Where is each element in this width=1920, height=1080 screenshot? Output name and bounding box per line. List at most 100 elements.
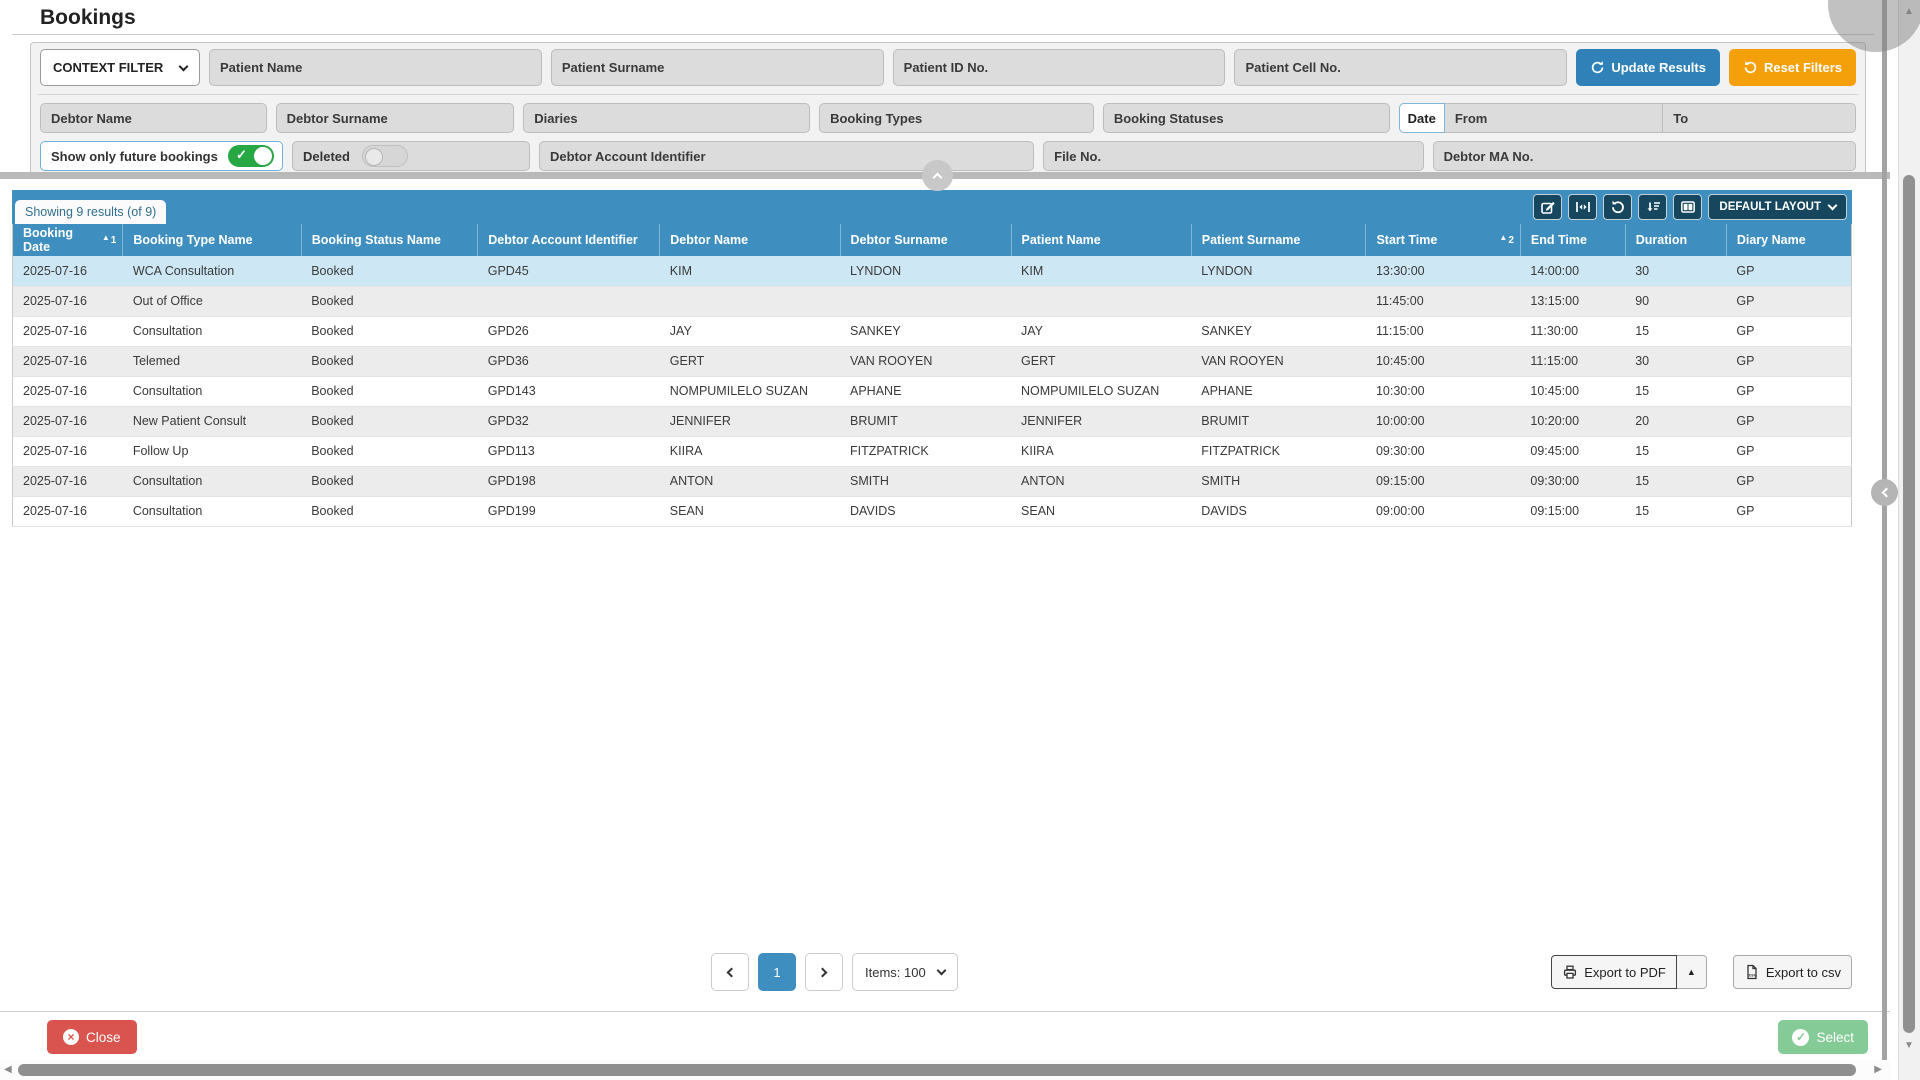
column-header-label: Start Time bbox=[1376, 233, 1437, 247]
table-cell: BRUMIT bbox=[1191, 406, 1366, 436]
scroll-left-icon[interactable]: ◀ bbox=[4, 1064, 12, 1075]
collapse-filters-button[interactable] bbox=[922, 160, 953, 191]
column-header[interactable]: Debtor Surname bbox=[840, 224, 1011, 256]
column-header[interactable]: Patient Name bbox=[1011, 224, 1191, 256]
reset-filters-button[interactable]: Reset Filters bbox=[1729, 49, 1856, 86]
vertical-scroll-thumb[interactable] bbox=[1903, 175, 1915, 1033]
fit-columns-button[interactable] bbox=[1568, 194, 1597, 220]
table-cell: 2025-07-16 bbox=[13, 376, 123, 406]
table-cell: 15 bbox=[1625, 436, 1726, 466]
debtor-surname-input[interactable] bbox=[276, 103, 515, 133]
items-per-page-label: Items: 100 bbox=[865, 965, 926, 980]
table-cell: DAVIDS bbox=[1191, 496, 1366, 526]
table-cell: 09:00:00 bbox=[1366, 496, 1520, 526]
table-row[interactable]: 2025-07-16New Patient ConsultBookedGPD32… bbox=[13, 406, 1852, 436]
layout-select-button[interactable]: DEFAULT LAYOUT bbox=[1708, 194, 1847, 220]
diaries-input[interactable] bbox=[523, 103, 810, 133]
table-cell: 09:15:00 bbox=[1366, 466, 1520, 496]
items-per-page-select[interactable]: Items: 100 bbox=[852, 953, 958, 991]
table-cell: SANKEY bbox=[1191, 316, 1366, 346]
reset-layout-button[interactable] bbox=[1603, 194, 1632, 220]
chevron-down-icon bbox=[936, 966, 946, 976]
debtor-name-input[interactable] bbox=[40, 103, 267, 133]
table-cell: SANKEY bbox=[840, 316, 1011, 346]
patient-id-input[interactable] bbox=[893, 49, 1226, 86]
table-row[interactable]: 2025-07-16ConsultationBookedGPD143NOMPUM… bbox=[13, 376, 1852, 406]
context-filter-select[interactable]: CONTEXT FILTER bbox=[40, 49, 200, 86]
column-header-label: Duration bbox=[1636, 233, 1687, 247]
table-cell: 11:15:00 bbox=[1366, 316, 1520, 346]
table-cell: 2025-07-16 bbox=[13, 406, 123, 436]
chevron-left-icon bbox=[727, 967, 737, 977]
column-header[interactable]: Booking Status Name bbox=[301, 224, 478, 256]
date-to-input[interactable] bbox=[1663, 103, 1856, 133]
debtor-account-identifier-input[interactable] bbox=[539, 141, 1034, 171]
update-results-button[interactable]: Update Results bbox=[1576, 49, 1720, 86]
column-header[interactable]: Booking Date▲1 bbox=[13, 224, 123, 256]
column-header-label: Patient Name bbox=[1022, 233, 1101, 247]
table-cell: KIIRA bbox=[660, 436, 840, 466]
export-pdf-menu-button[interactable]: ▲ bbox=[1677, 955, 1707, 989]
column-header[interactable]: Start Time▲2 bbox=[1366, 224, 1520, 256]
column-header-label: Debtor Surname bbox=[851, 233, 948, 247]
table-row[interactable]: 2025-07-16Out of OfficeBooked11:45:0013:… bbox=[13, 286, 1852, 316]
table-cell: GP bbox=[1726, 406, 1851, 436]
edit-layout-button[interactable] bbox=[1533, 194, 1562, 220]
table-cell: 09:30:00 bbox=[1366, 436, 1520, 466]
table-cell: 11:15:00 bbox=[1520, 346, 1625, 376]
column-header[interactable]: Debtor Account Identifier bbox=[478, 224, 660, 256]
close-button[interactable]: × Close bbox=[47, 1020, 137, 1054]
table-row[interactable]: 2025-07-16ConsultationBookedGPD26JAYSANK… bbox=[13, 316, 1852, 346]
future-bookings-toggle[interactable]: ✓ bbox=[228, 145, 274, 167]
scroll-up-icon[interactable]: ▲ bbox=[1904, 6, 1914, 17]
patient-cell-input[interactable] bbox=[1234, 49, 1567, 86]
table-row[interactable]: 2025-07-16ConsultationBookedGPD198ANTONS… bbox=[13, 466, 1852, 496]
vertical-scrollbar: ▲ ▼ bbox=[1898, 0, 1920, 1080]
side-panel-divider bbox=[1882, 0, 1887, 1060]
column-header[interactable]: End Time bbox=[1520, 224, 1625, 256]
file-no-input[interactable] bbox=[1043, 141, 1423, 171]
column-header[interactable]: Duration bbox=[1625, 224, 1726, 256]
booking-statuses-input[interactable] bbox=[1103, 103, 1390, 133]
patient-surname-input[interactable] bbox=[551, 49, 884, 86]
column-header-label: Debtor Account Identifier bbox=[488, 233, 638, 247]
column-header[interactable]: Patient Surname bbox=[1191, 224, 1366, 256]
table-cell: JAY bbox=[660, 316, 840, 346]
booking-types-input[interactable] bbox=[819, 103, 1094, 133]
chevron-down-icon bbox=[179, 61, 189, 71]
page-1-button[interactable]: 1 bbox=[758, 953, 796, 991]
date-from-input[interactable] bbox=[1445, 103, 1663, 133]
deleted-toggle[interactable] bbox=[362, 145, 408, 167]
horizontal-scroll-thumb[interactable] bbox=[18, 1064, 1856, 1076]
select-button[interactable]: ✓ Select bbox=[1778, 1020, 1868, 1054]
table-cell: 09:45:00 bbox=[1520, 436, 1625, 466]
export-csv-button[interactable]: csv Export to csv bbox=[1733, 955, 1852, 989]
side-panel-handle[interactable] bbox=[1871, 479, 1898, 506]
table-row[interactable]: 2025-07-16WCA ConsultationBookedGPD45KIM… bbox=[13, 256, 1852, 286]
table-cell: GPD199 bbox=[478, 496, 660, 526]
select-label: Select bbox=[1816, 1030, 1854, 1045]
debtor-ma-no-input[interactable] bbox=[1433, 141, 1856, 171]
csv-file-icon: csv bbox=[1744, 964, 1760, 980]
table-cell: GP bbox=[1726, 256, 1851, 286]
table-row[interactable]: 2025-07-16TelemedBookedGPD36GERTVAN ROOY… bbox=[13, 346, 1852, 376]
pagination: 1 Items: 100 bbox=[711, 953, 958, 991]
column-header[interactable]: Debtor Name bbox=[660, 224, 840, 256]
prev-page-button[interactable] bbox=[711, 953, 749, 991]
table-row[interactable]: 2025-07-16Follow UpBookedGPD113KIIRAFITZ… bbox=[13, 436, 1852, 466]
column-header[interactable]: Booking Type Name bbox=[123, 224, 301, 256]
scroll-right-icon[interactable]: ▶ bbox=[1874, 1064, 1882, 1075]
next-page-button[interactable] bbox=[805, 953, 843, 991]
columns-button[interactable] bbox=[1673, 194, 1702, 220]
sort-button[interactable] bbox=[1638, 194, 1667, 220]
table-cell: KIM bbox=[1011, 256, 1191, 286]
column-header[interactable]: Diary Name bbox=[1726, 224, 1851, 256]
table-cell: 11:30:00 bbox=[1520, 316, 1625, 346]
table-cell: SMITH bbox=[1191, 466, 1366, 496]
table-cell: 10:45:00 bbox=[1520, 376, 1625, 406]
table-row[interactable]: 2025-07-16ConsultationBookedGPD199SEANDA… bbox=[13, 496, 1852, 526]
scroll-down-icon[interactable]: ▼ bbox=[1904, 1040, 1914, 1051]
export-pdf-button[interactable]: Export to PDF bbox=[1551, 955, 1677, 989]
patient-name-input[interactable] bbox=[209, 49, 542, 86]
table-cell: Consultation bbox=[123, 466, 301, 496]
